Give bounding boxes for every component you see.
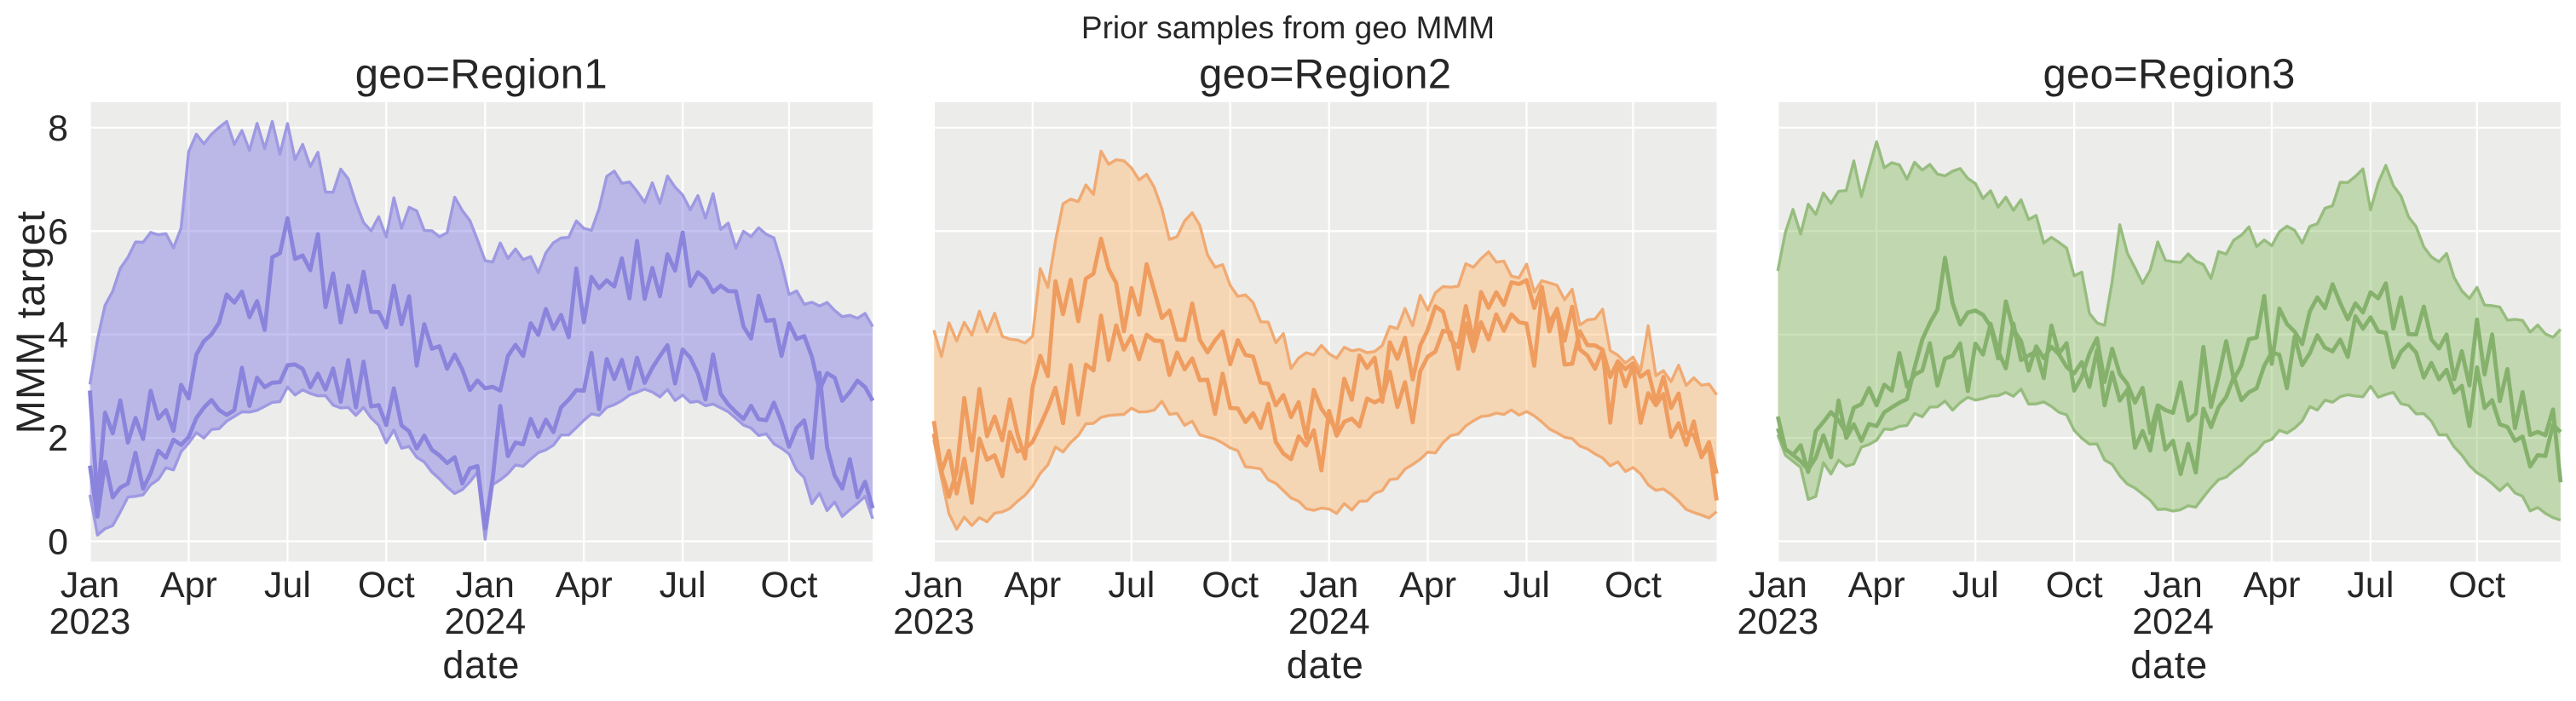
svg-text:0: 0 <box>48 522 68 563</box>
svg-text:Jul: Jul <box>1503 565 1550 606</box>
svg-text:Jan: Jan <box>1749 565 1807 606</box>
svg-text:Oct: Oct <box>1202 565 1259 606</box>
svg-text:Apr: Apr <box>1004 565 1061 606</box>
svg-text:date: date <box>2130 643 2208 687</box>
svg-text:Apr: Apr <box>1399 565 1456 606</box>
svg-text:2024: 2024 <box>1288 601 1370 642</box>
svg-text:geo=Region3: geo=Region3 <box>2043 52 2295 98</box>
svg-text:Jul: Jul <box>660 565 706 606</box>
svg-text:Oct: Oct <box>1605 565 1662 606</box>
svg-text:Jul: Jul <box>1952 565 1999 606</box>
svg-text:8: 8 <box>48 108 68 149</box>
svg-text:Jul: Jul <box>2347 565 2394 606</box>
svg-text:Apr: Apr <box>556 565 613 606</box>
svg-text:Oct: Oct <box>358 565 415 606</box>
svg-text:date: date <box>1287 643 1364 687</box>
svg-text:Oct: Oct <box>2046 565 2103 606</box>
svg-text:2023: 2023 <box>49 601 131 642</box>
svg-text:2023: 2023 <box>893 601 975 642</box>
svg-text:geo=Region1: geo=Region1 <box>355 52 608 98</box>
svg-text:Jan: Jan <box>1300 565 1358 606</box>
svg-text:Jul: Jul <box>1108 565 1155 606</box>
svg-text:Jan: Jan <box>61 565 119 606</box>
svg-text:Apr: Apr <box>2244 565 2301 606</box>
svg-text:Apr: Apr <box>1848 565 1905 606</box>
svg-text:geo=Region2: geo=Region2 <box>1199 52 1451 98</box>
svg-text:date: date <box>442 643 520 687</box>
svg-text:6: 6 <box>48 211 68 252</box>
svg-text:Jan: Jan <box>904 565 963 606</box>
svg-text:2024: 2024 <box>2132 601 2214 642</box>
svg-text:Apr: Apr <box>160 565 217 606</box>
svg-text:Jul: Jul <box>264 565 311 606</box>
svg-text:Jan: Jan <box>456 565 515 606</box>
svg-text:Oct: Oct <box>2448 565 2505 606</box>
svg-text:Prior samples from geo MMM: Prior samples from geo MMM <box>1081 10 1495 45</box>
svg-text:2023: 2023 <box>1737 601 1818 642</box>
svg-text:MMM target: MMM target <box>8 210 53 434</box>
svg-text:2024: 2024 <box>444 601 526 642</box>
svg-text:4: 4 <box>48 315 68 356</box>
svg-text:Jan: Jan <box>2143 565 2202 606</box>
svg-text:Oct: Oct <box>761 565 818 606</box>
svg-text:2: 2 <box>48 418 68 459</box>
